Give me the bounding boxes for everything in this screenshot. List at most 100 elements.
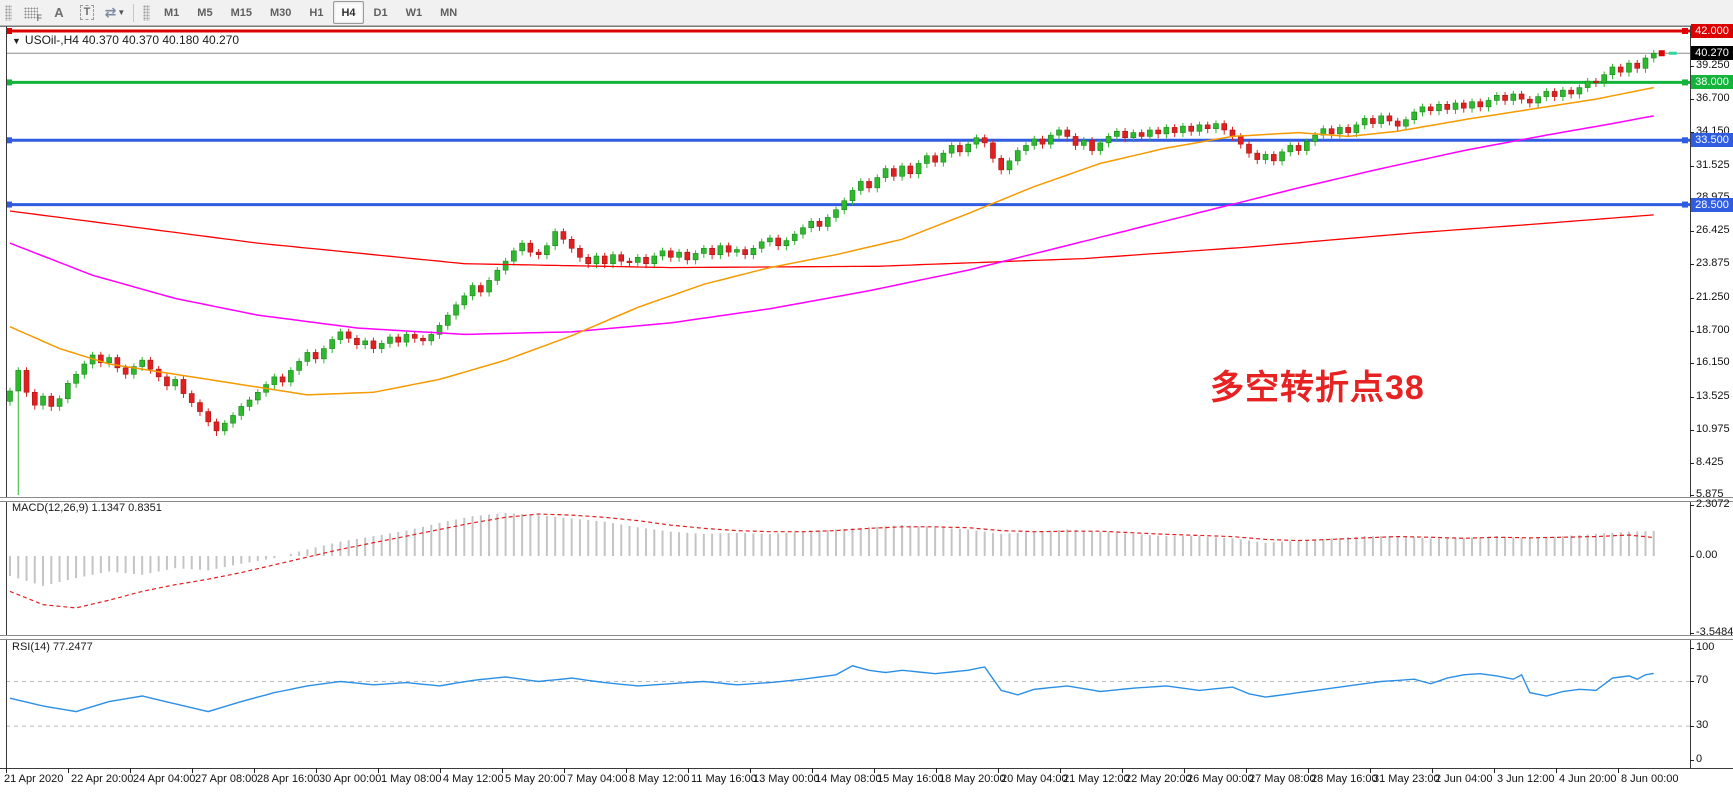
- timeframe-button-h4[interactable]: H4: [333, 1, 364, 24]
- grid-properties-icon[interactable]: F: [19, 2, 43, 24]
- last-price-dash-marker: [1668, 51, 1677, 55]
- time-axis-label: 4 Jun 20:00: [1559, 773, 1617, 785]
- candle-body: [585, 256, 592, 265]
- level-end-marker[interactable]: [6, 201, 12, 208]
- candle-body: [692, 253, 699, 261]
- rsi-line: [9, 665, 1654, 713]
- annotation-text[interactable]: 多空转折点38: [1210, 369, 1425, 407]
- candle-body: [725, 245, 732, 253]
- letter-a-icon: A: [54, 5, 64, 20]
- candle-body: [577, 247, 583, 258]
- chart-window[interactable]: [0, 26, 1733, 792]
- toolbar-grip[interactable]: [5, 4, 12, 21]
- draw-text-box-button[interactable]: T: [75, 2, 99, 24]
- time-axis-label: 1 May 08:00: [381, 773, 442, 785]
- time-axis-tick: [1556, 768, 1557, 773]
- timeframe-button-m5[interactable]: M5: [197, 6, 213, 19]
- timeframe-button-mn[interactable]: MN: [440, 6, 458, 19]
- level-end-marker[interactable]: [6, 137, 12, 144]
- level-end-marker[interactable]: [1682, 201, 1688, 208]
- candle-body: [362, 340, 368, 346]
- candle-body: [1518, 93, 1525, 100]
- candle-body: [634, 256, 641, 263]
- candle-body: [841, 200, 848, 211]
- price-axis-tick: [1690, 99, 1694, 101]
- timeframe-button-d1[interactable]: D1: [373, 6, 388, 19]
- candle-body: [180, 379, 187, 394]
- price-axis-label: 21.250: [1696, 290, 1730, 303]
- candle-body: [1452, 102, 1459, 110]
- candle-body: [188, 393, 195, 403]
- price-axis-tick: [1690, 495, 1694, 497]
- candle-body: [866, 181, 872, 189]
- candle-body: [469, 285, 476, 297]
- draw-text-label-button[interactable]: A: [47, 2, 71, 24]
- timeframe-toolbar-grip[interactable]: [143, 4, 150, 21]
- chevron-down-icon[interactable]: ▼: [12, 36, 21, 46]
- time-axis-label: 28 Apr 16:00: [257, 773, 320, 785]
- candle-body: [1444, 103, 1451, 110]
- candle-body: [15, 370, 22, 392]
- time-axis-tick: [1308, 768, 1309, 773]
- candle-body: [1411, 111, 1417, 121]
- candle-body: [304, 352, 311, 362]
- candle-body: [593, 255, 600, 265]
- candle-body: [924, 155, 930, 164]
- time-axis-tick: [1370, 768, 1371, 773]
- level-end-marker[interactable]: [1682, 137, 1688, 144]
- candle-body: [519, 242, 525, 252]
- time-axis-label: 14 May 08:00: [815, 773, 882, 785]
- price-axis-label: 13.525: [1696, 390, 1730, 403]
- cycle-arrows-button[interactable]: ⇄ ▼: [103, 2, 127, 24]
- candle-body: [461, 295, 468, 306]
- candle-body: [494, 269, 501, 281]
- price-axis-label: 10.975: [1696, 422, 1730, 435]
- macd-signal-line: [9, 513, 1654, 609]
- time-axis-label: 30 Apr 00:00: [319, 773, 382, 785]
- candle-body: [1213, 123, 1219, 130]
- level-end-marker[interactable]: [1682, 28, 1688, 35]
- candle-body: [1601, 74, 1607, 83]
- candle-body: [915, 163, 922, 175]
- rsi-axis-label: 30: [1696, 719, 1709, 732]
- price-axis-label: 23.875: [1696, 257, 1730, 270]
- candle-body: [1097, 142, 1104, 151]
- time-axis-label: 11 May 16:00: [691, 773, 757, 785]
- timeframe-button-w1[interactable]: W1: [405, 6, 423, 19]
- candle-body: [221, 422, 228, 432]
- timeframe-button-group: M1 M5 M15 M30 H1 H4 D1 W1 MN: [155, 1, 466, 24]
- macd-pane[interactable]: [6, 500, 1690, 635]
- candle-body: [667, 250, 674, 258]
- candle-body: [527, 242, 534, 253]
- timeframe-button-m1[interactable]: M1: [164, 6, 180, 19]
- candle-body: [1642, 57, 1649, 69]
- candle-body: [808, 220, 815, 229]
- time-axis-label: 21 May 12:00: [1063, 773, 1130, 785]
- candle-body: [1180, 125, 1186, 133]
- candle-body: [428, 334, 435, 342]
- candle-body: [1130, 132, 1137, 139]
- candle-body: [1568, 89, 1574, 95]
- level-end-marker[interactable]: [1682, 79, 1688, 86]
- candle-body: [734, 249, 740, 253]
- candle-body: [1089, 139, 1095, 151]
- rsi-indicator-label: RSI(14) 77.2477: [12, 641, 93, 653]
- candle-body: [899, 165, 905, 177]
- time-axis-label: 24 Apr 04:00: [133, 773, 196, 785]
- time-axis-tick: [68, 768, 69, 773]
- timeframe-button-m30[interactable]: M30: [269, 6, 292, 19]
- candle-body: [246, 399, 253, 407]
- candle-body: [56, 398, 63, 407]
- timeframe-button-m15[interactable]: M15: [230, 6, 252, 19]
- timeframe-button-h1[interactable]: H1: [309, 6, 324, 19]
- main-price-chart[interactable]: [6, 26, 1690, 497]
- level-end-marker[interactable]: [6, 28, 12, 35]
- rsi-pane[interactable]: [6, 638, 1690, 768]
- time-axis-tick: [254, 768, 255, 773]
- candle-body: [81, 363, 88, 375]
- ma-slow-red-line: [9, 210, 1654, 269]
- level-end-marker[interactable]: [6, 79, 12, 86]
- candle-body: [1436, 103, 1442, 112]
- rsi-axis-tick: [1690, 647, 1694, 649]
- candle-body: [1031, 138, 1038, 146]
